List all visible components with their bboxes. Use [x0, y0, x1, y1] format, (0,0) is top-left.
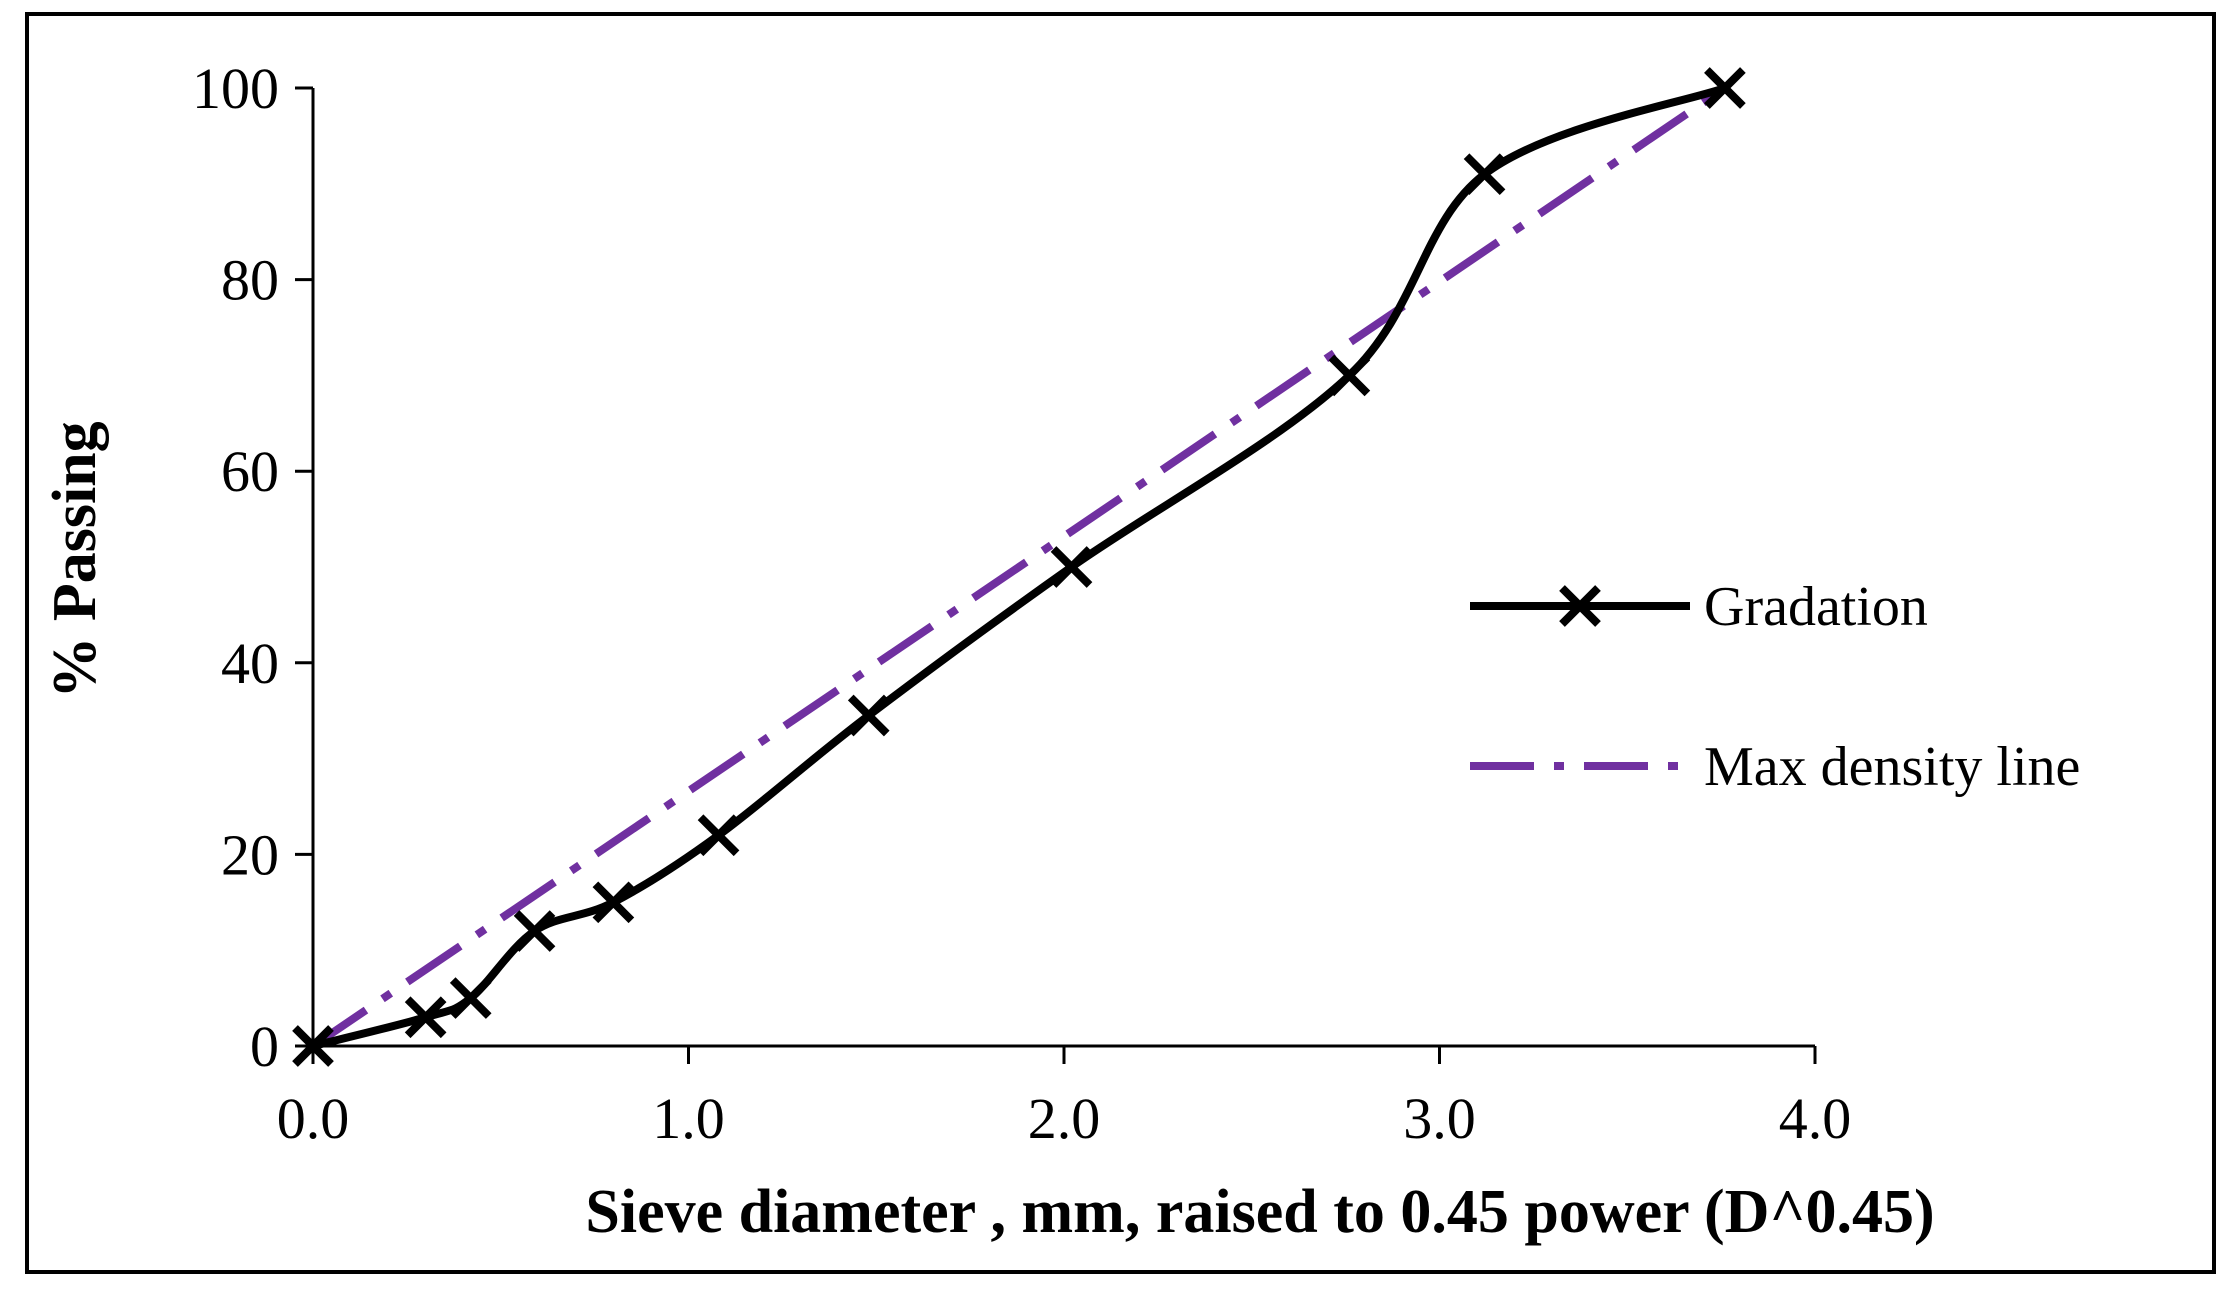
- x-axis-title: Sieve diameter , mm, raised to 0.45 powe…: [585, 1178, 1934, 1246]
- y-tick-label: 0: [250, 1014, 279, 1079]
- legend: Gradation Max density line: [1470, 576, 2080, 798]
- x-tick-label: 0.0: [277, 1086, 350, 1151]
- x-axis-ticks: 0.0 1.0 2.0 3.0 4.0: [277, 1046, 1852, 1151]
- legend-max-density-label: Max density line: [1704, 736, 2080, 798]
- y-axis-ticks: 0 20 40 60 80 100: [192, 56, 313, 1079]
- x-tick-label: 4.0: [1779, 1086, 1852, 1151]
- x-tick-label: 2.0: [1028, 1086, 1101, 1151]
- gradation-point: [1704, 67, 1746, 109]
- x-tick-label: 1.0: [652, 1086, 725, 1151]
- gradation-point: [592, 881, 635, 924]
- gradation-point: [847, 694, 890, 737]
- legend-gradation-marker: [1559, 585, 1601, 627]
- y-tick-label: 100: [192, 56, 279, 121]
- y-tick-label: 60: [221, 439, 279, 504]
- max-density-line: [310, 84, 1728, 1050]
- y-axis-title: % Passing: [41, 421, 109, 698]
- chart-frame: [25, 12, 2216, 1274]
- gradation-point: [292, 1025, 334, 1067]
- gradation-point: [1328, 354, 1371, 397]
- plot-area: [292, 67, 1746, 1067]
- gradation-point: [1463, 153, 1506, 196]
- y-tick-label: 20: [221, 822, 279, 887]
- gradation-point: [513, 910, 556, 952]
- gradation-point: [449, 977, 492, 1019]
- legend-gradation-label: Gradation: [1704, 576, 1928, 638]
- y-tick-label: 80: [221, 248, 279, 313]
- y-tick-label: 40: [221, 631, 279, 696]
- gradation-point: [1050, 546, 1093, 588]
- gradation-point: [404, 996, 447, 1039]
- x-tick-label: 3.0: [1403, 1086, 1476, 1151]
- gradation-point: [697, 814, 740, 857]
